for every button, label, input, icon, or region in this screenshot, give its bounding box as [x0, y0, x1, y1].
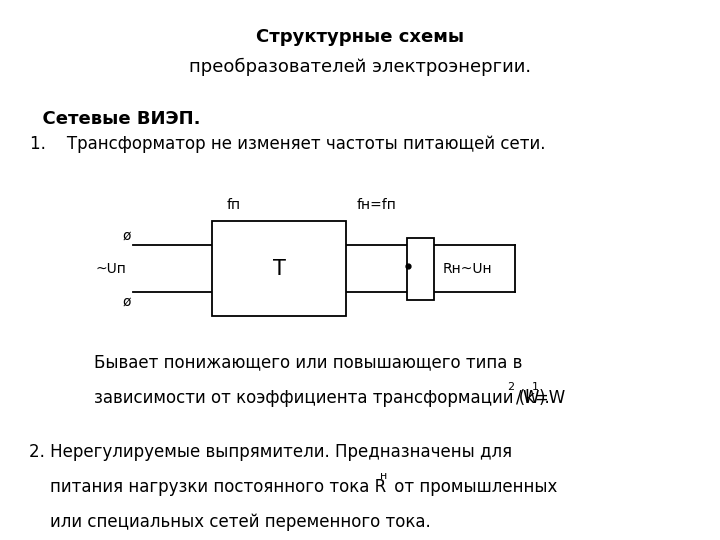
Text: ).: ).	[539, 389, 550, 407]
Text: н: н	[380, 471, 387, 482]
Text: преобразователей электроэнергии.: преобразователей электроэнергии.	[189, 58, 531, 76]
Text: ø: ø	[122, 294, 131, 308]
Bar	[407, 238, 434, 300]
Text: ~Uп: ~Uп	[95, 262, 126, 275]
Text: T: T	[273, 259, 285, 279]
Text: 1.    Трансформатор не изменяет частоты питающей сети.: 1. Трансформатор не изменяет частоты пит…	[30, 135, 546, 153]
Text: питания нагрузки постоянного тока R: питания нагрузки постоянного тока R	[29, 478, 386, 496]
Text: Rн~Uн: Rн~Uн	[443, 262, 492, 275]
Text: ø: ø	[122, 229, 131, 243]
Text: от промышленных: от промышленных	[390, 478, 557, 496]
Text: Сетевые ВИЭП.: Сетевые ВИЭП.	[30, 110, 200, 128]
Text: 1: 1	[531, 382, 539, 393]
Text: зависимости от коэффициента трансформации (k=W: зависимости от коэффициента трансформаци…	[94, 389, 565, 407]
Text: 2: 2	[508, 382, 515, 393]
Text: Структурные схемы: Структурные схемы	[256, 28, 464, 46]
Text: /: /	[516, 389, 522, 407]
Text: fп: fп	[227, 198, 241, 212]
Text: fн=fп: fн=fп	[356, 198, 396, 212]
Text: или специальных сетей переменного тока.: или специальных сетей переменного тока.	[29, 513, 431, 531]
Text: Бывает понижающего или повышающего типа в: Бывает понижающего или повышающего типа …	[94, 354, 522, 372]
Text: W: W	[522, 389, 539, 407]
Text: 2. Нерегулируемые выпрямители. Предназначены для: 2. Нерегулируемые выпрямители. Предназна…	[29, 443, 512, 461]
Bar	[212, 221, 346, 316]
